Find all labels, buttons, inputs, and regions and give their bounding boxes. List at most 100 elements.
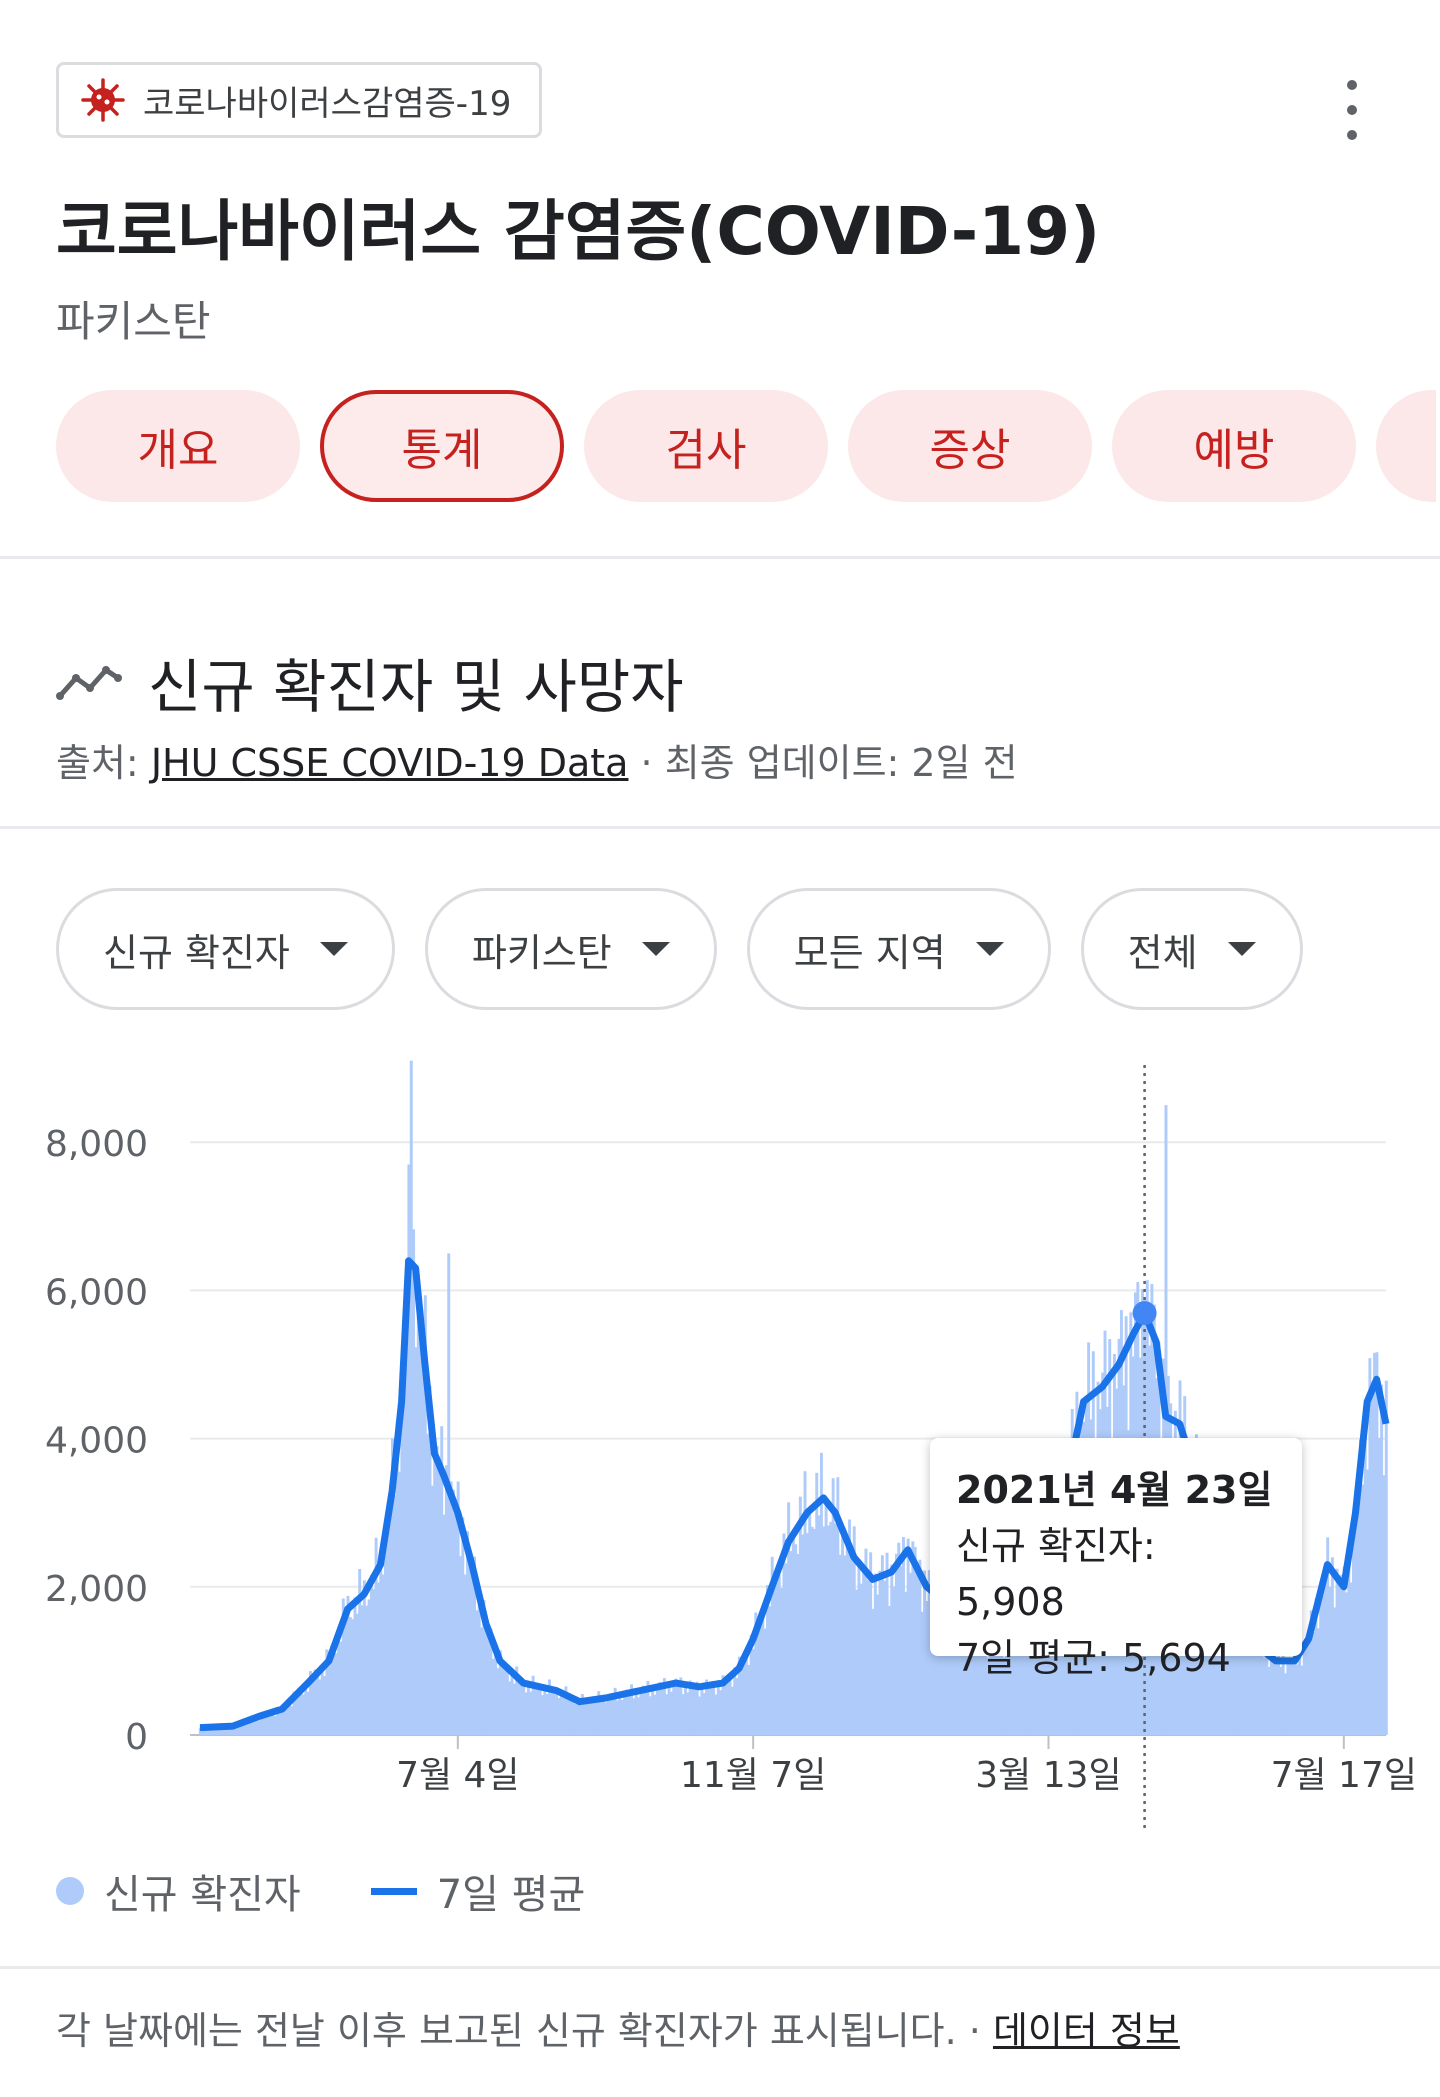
case-bar bbox=[496, 1668, 500, 1735]
case-bar bbox=[1035, 1624, 1039, 1735]
case-bar bbox=[433, 1447, 437, 1735]
case-bar bbox=[723, 1678, 727, 1735]
case-bar bbox=[1352, 1510, 1355, 1735]
case-bar bbox=[583, 1703, 587, 1735]
case-bar bbox=[702, 1692, 706, 1735]
case-bar bbox=[428, 1385, 432, 1735]
case-bar bbox=[859, 1583, 863, 1735]
source-link[interactable]: JHU CSSE COVID-19 Data bbox=[150, 741, 629, 785]
case-bar bbox=[285, 1708, 289, 1735]
tab-prevention[interactable]: 예방 bbox=[1112, 390, 1356, 502]
source-line: 출처: JHU CSSE COVID-19 Data · 최종 업데이트: 2일… bbox=[56, 732, 1018, 787]
case-bar bbox=[470, 1557, 474, 1735]
case-bar bbox=[763, 1628, 767, 1735]
case-bar bbox=[344, 1621, 348, 1735]
case-bar bbox=[372, 1588, 376, 1735]
case-bar bbox=[646, 1681, 650, 1735]
case-bar bbox=[1291, 1662, 1295, 1735]
case-bar bbox=[451, 1489, 455, 1735]
case-bar bbox=[1277, 1646, 1280, 1735]
case-bar bbox=[737, 1656, 741, 1735]
tab-testing[interactable]: 검사 bbox=[584, 390, 828, 502]
case-bar bbox=[316, 1674, 319, 1735]
case-bar bbox=[1026, 1609, 1030, 1735]
case-bar bbox=[437, 1460, 441, 1735]
trend-line-icon bbox=[56, 666, 122, 700]
case-bar bbox=[1309, 1610, 1313, 1735]
topic-chip[interactable]: 코로나바이러스감염증-19 bbox=[56, 62, 543, 138]
case-bar bbox=[1248, 1610, 1252, 1735]
data-info-link[interactable]: 데이터 정보 bbox=[992, 2009, 1180, 2053]
case-bar bbox=[1234, 1599, 1238, 1735]
case-bar bbox=[747, 1664, 751, 1735]
country-dropdown[interactable]: 파키스탄 bbox=[424, 888, 717, 1010]
more-options-icon[interactable] bbox=[1330, 80, 1374, 140]
case-bar bbox=[1021, 1616, 1025, 1735]
case-bar bbox=[880, 1555, 884, 1735]
period-dropdown[interactable]: 전체 bbox=[1080, 888, 1303, 1010]
case-bar bbox=[948, 1612, 952, 1735]
case-bar bbox=[805, 1533, 809, 1735]
case-bar bbox=[466, 1531, 469, 1735]
highlight-point bbox=[1132, 1301, 1157, 1326]
case-bar bbox=[906, 1538, 910, 1735]
case-bar bbox=[873, 1573, 877, 1735]
case-bar bbox=[487, 1624, 491, 1735]
case-bar bbox=[374, 1537, 378, 1735]
case-bar bbox=[498, 1650, 502, 1735]
case-bar bbox=[1253, 1645, 1257, 1735]
metric-dropdown[interactable]: 신규 확진자 bbox=[56, 888, 395, 1010]
case-bar bbox=[662, 1678, 666, 1735]
case-bar bbox=[580, 1693, 584, 1735]
case-bar bbox=[524, 1692, 528, 1735]
case-bar bbox=[369, 1575, 373, 1735]
case-bar bbox=[901, 1537, 905, 1735]
case-bar bbox=[1298, 1644, 1302, 1735]
case-bar bbox=[1354, 1514, 1358, 1735]
case-bar bbox=[623, 1695, 627, 1735]
tab-statistics[interactable]: 통계 bbox=[320, 390, 564, 502]
case-bar bbox=[887, 1606, 891, 1735]
case-bar bbox=[423, 1295, 427, 1735]
case-bar bbox=[386, 1510, 390, 1735]
tab-next-partial[interactable] bbox=[1376, 390, 1436, 502]
case-bar bbox=[730, 1686, 734, 1735]
case-bar bbox=[400, 1415, 404, 1735]
case-bar bbox=[264, 1712, 268, 1735]
case-bar bbox=[761, 1615, 765, 1735]
metric-dropdown-label: 신규 확진자 bbox=[103, 930, 290, 975]
case-bar bbox=[383, 1548, 387, 1735]
case-bar bbox=[592, 1696, 596, 1735]
case-bar bbox=[836, 1477, 840, 1735]
divider bbox=[0, 826, 1440, 829]
case-bar bbox=[477, 1585, 481, 1735]
tab-overview[interactable]: 개요 bbox=[56, 390, 300, 502]
case-bar bbox=[822, 1526, 826, 1735]
case-bar bbox=[777, 1574, 781, 1735]
case-bar bbox=[686, 1692, 690, 1735]
case-bar bbox=[641, 1685, 645, 1735]
case-bar bbox=[831, 1478, 835, 1735]
case-bar bbox=[231, 1725, 235, 1735]
case-bar bbox=[323, 1675, 326, 1735]
tab-symptoms[interactable]: 증상 bbox=[848, 390, 1092, 502]
case-bar bbox=[967, 1627, 971, 1735]
case-bar bbox=[208, 1728, 212, 1735]
case-bar bbox=[812, 1528, 816, 1735]
case-bar bbox=[923, 1570, 927, 1735]
case-bar bbox=[721, 1675, 725, 1735]
case-bar bbox=[402, 1337, 406, 1735]
case-bar bbox=[1014, 1643, 1018, 1735]
region-dropdown[interactable]: 모든 지역 bbox=[746, 888, 1051, 1010]
case-bar bbox=[648, 1696, 652, 1735]
case-bar bbox=[669, 1691, 673, 1735]
case-bar bbox=[1368, 1358, 1372, 1735]
case-bar bbox=[787, 1502, 791, 1735]
case-bar bbox=[1267, 1666, 1271, 1735]
case-bar bbox=[1302, 1646, 1306, 1735]
case-bar bbox=[212, 1726, 216, 1735]
case-bar bbox=[1265, 1642, 1269, 1735]
y-tick-label: 0 bbox=[125, 1717, 148, 1758]
case-bar bbox=[972, 1619, 976, 1735]
case-bar bbox=[1037, 1585, 1041, 1735]
